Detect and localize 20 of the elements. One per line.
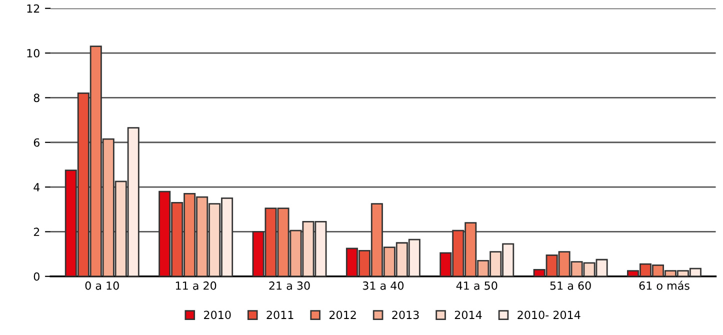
y-tick-label: 2	[34, 228, 40, 236]
x-tick-label: 61 o más	[639, 280, 690, 290]
y-tick-label: 0	[34, 272, 40, 281]
legend-label: 2014	[454, 310, 482, 320]
legend-label: 2010	[204, 310, 231, 320]
y-tick-label: 12	[27, 4, 40, 13]
x-tick-label: 41 a 50	[456, 281, 498, 290]
x-tick-label: 0 a 10	[85, 281, 119, 290]
legend-label: 2010- 2014	[518, 310, 580, 320]
x-tick-label: 31 a 40	[362, 281, 404, 290]
legend-label: 2012	[329, 310, 356, 320]
x-tick-label: 11 a 20	[176, 281, 216, 290]
legend-label: 2011	[266, 310, 294, 320]
legend-label: 2013	[392, 310, 419, 320]
y-tick-label: 8	[34, 94, 40, 102]
y-tick-label: 4	[34, 183, 40, 192]
x-tick-label: 51 a 60	[550, 281, 591, 290]
y-tick-label: 10	[27, 49, 40, 58]
y-tick-label: 6	[34, 138, 40, 147]
x-tick-label: 21 a 30	[269, 281, 310, 290]
